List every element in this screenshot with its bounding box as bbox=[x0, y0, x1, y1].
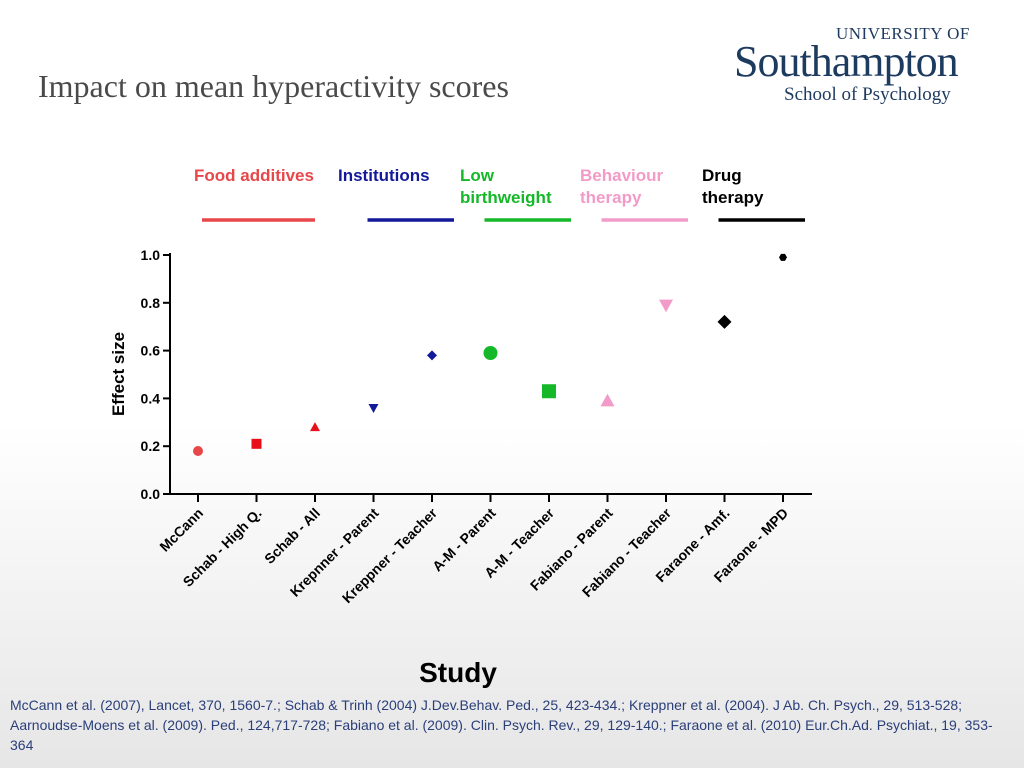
group-label: therapy bbox=[702, 188, 764, 207]
data-point bbox=[368, 403, 379, 413]
logo-school-of-psychology: School of Psychology bbox=[784, 84, 951, 105]
data-point bbox=[542, 384, 556, 399]
group-label: birthweight bbox=[460, 188, 552, 207]
data-point bbox=[483, 345, 498, 360]
data-point bbox=[600, 393, 615, 407]
y-tick-label: 0.4 bbox=[141, 390, 161, 406]
group-label: Low bbox=[460, 166, 495, 185]
university-logo: UNIVERSITY OF Southampton School of Psyc… bbox=[734, 24, 994, 114]
y-axis-label: Effect size bbox=[109, 332, 128, 416]
slide-title: Impact on mean hyperactivity scores bbox=[38, 68, 509, 104]
data-point bbox=[717, 314, 732, 329]
x-axis-label: Study bbox=[419, 657, 497, 688]
references-text: McCann et al. (2007), Lancet, 370, 1560-… bbox=[10, 697, 993, 753]
effect-size-chart: 0.0 0.2 0.4 0.6 0.8 1.0 Effect size McCann Schab… bbox=[109, 166, 812, 688]
x-tick-label: McCann bbox=[156, 505, 206, 555]
y-tick-label: 0.6 bbox=[141, 343, 161, 359]
data-point bbox=[779, 253, 787, 261]
logo-university-of: UNIVERSITY OF bbox=[836, 24, 970, 43]
data-point bbox=[193, 445, 203, 456]
data-point bbox=[251, 438, 262, 449]
x-tick-label: Schab - All bbox=[261, 505, 323, 567]
y-tick-label: 0.8 bbox=[141, 295, 161, 311]
group-label: Institutions bbox=[338, 166, 430, 185]
y-tick-label: 0.0 bbox=[141, 486, 161, 502]
data-point bbox=[427, 350, 437, 361]
y-tick-label: 1.0 bbox=[141, 247, 161, 263]
group-label: Behaviour bbox=[580, 166, 664, 185]
y-tick-label: 0.2 bbox=[141, 438, 161, 454]
logo-southampton: Southampton bbox=[734, 37, 959, 86]
data-point bbox=[659, 299, 673, 313]
group-label: Drug bbox=[702, 166, 742, 185]
data-point bbox=[310, 422, 320, 432]
x-tick-label: Kreppner - Teacher bbox=[339, 504, 441, 606]
group-label: therapy bbox=[580, 188, 642, 207]
group-label: Food additives bbox=[194, 166, 314, 185]
